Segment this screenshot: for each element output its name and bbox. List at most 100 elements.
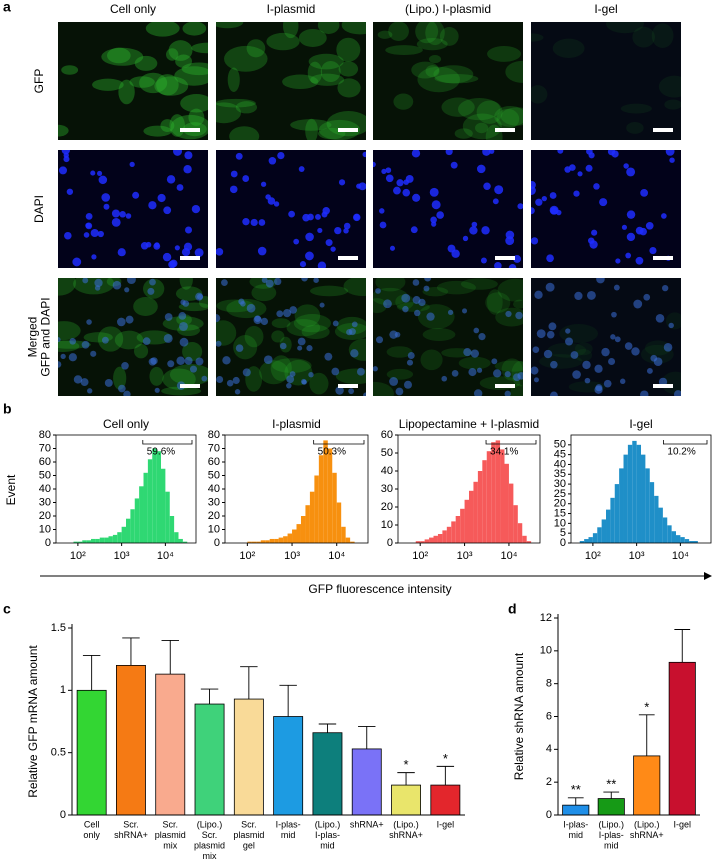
y-tick-label: 20 <box>39 510 51 522</box>
histogram-bar <box>305 505 310 543</box>
x-tick-label: shRNA+ <box>389 830 423 840</box>
micrograph-content <box>531 150 675 265</box>
y-tick-label: 10 <box>208 523 220 535</box>
y-axis-label: Event <box>4 474 18 505</box>
nucleus <box>549 192 557 199</box>
nucleus <box>261 278 268 284</box>
nucleus <box>379 208 385 214</box>
y-tick-label: 50 <box>381 447 393 459</box>
histogram-bar <box>606 509 611 543</box>
y-tick-label: 70 <box>208 442 220 454</box>
cell <box>425 22 445 46</box>
cell <box>270 355 292 381</box>
nucleus <box>98 175 108 185</box>
cell <box>175 54 193 68</box>
histogram-bar <box>265 540 270 543</box>
nucleus <box>103 203 110 210</box>
nucleus <box>123 390 131 396</box>
nucleus <box>201 375 208 382</box>
nucleus <box>230 170 238 178</box>
nucleus <box>591 229 598 236</box>
cell <box>182 22 207 36</box>
nucleus <box>181 247 191 257</box>
histogram-bar <box>437 534 443 543</box>
cell <box>101 47 144 66</box>
nucleus <box>80 378 89 387</box>
y-tick-label: 8 <box>546 678 552 690</box>
cell <box>160 119 175 133</box>
cell <box>246 39 266 58</box>
gate-label: 10.2% <box>667 447 695 458</box>
x-tick-label: 10² <box>70 550 86 562</box>
histogram-bar <box>592 533 598 543</box>
nucleus <box>142 337 151 346</box>
nucleus <box>473 327 480 334</box>
micrograph <box>216 22 366 140</box>
nucleus <box>550 207 558 215</box>
x-tick-label: only <box>83 830 100 840</box>
cell <box>411 61 440 79</box>
cell <box>500 107 523 126</box>
cell <box>385 45 423 56</box>
cell <box>416 38 448 51</box>
y-tick-label: 80 <box>39 429 51 441</box>
cell <box>233 335 258 360</box>
nucleus <box>242 175 250 182</box>
cell <box>271 358 312 373</box>
histogram-bar <box>649 482 655 543</box>
nucleus <box>635 226 644 235</box>
plot-frame <box>570 434 712 544</box>
nucleus <box>517 372 523 380</box>
histogram-bar <box>323 440 328 543</box>
error-bar <box>82 654 101 691</box>
nucleus <box>258 219 266 226</box>
cell <box>415 22 439 44</box>
cell <box>574 342 593 356</box>
nucleus <box>351 321 358 328</box>
nucleus <box>572 370 581 379</box>
nucleus <box>358 182 366 191</box>
x-tick-label: Cell <box>84 819 100 829</box>
cell <box>552 38 585 58</box>
x-tick-label: shRNA+ <box>114 830 148 840</box>
nucleus <box>293 238 300 245</box>
nucleus <box>111 217 121 227</box>
nucleus <box>405 175 414 183</box>
nucleus <box>297 337 306 346</box>
histogram-bar <box>126 518 131 543</box>
nucleus <box>601 347 610 357</box>
x-tick-label: 10² <box>239 550 255 562</box>
histogram-bar <box>469 490 474 543</box>
nucleus <box>621 224 627 230</box>
nucleus <box>623 163 629 169</box>
nucleus <box>545 282 555 292</box>
cell <box>661 371 681 395</box>
nucleus <box>58 166 67 175</box>
nucleus <box>505 310 512 318</box>
cell <box>494 106 523 127</box>
nucleus <box>216 248 224 256</box>
bar <box>668 661 696 816</box>
histogram-bar <box>636 444 642 543</box>
nucleus <box>268 157 277 165</box>
nucleus <box>469 226 478 235</box>
scale-bar <box>338 128 358 132</box>
nucleus <box>184 151 193 160</box>
cell <box>139 72 168 94</box>
gate-label: 59.6% <box>147 447 175 458</box>
nucleus <box>481 226 490 235</box>
column-title: Cell only <box>110 2 156 16</box>
histogram-bar <box>156 451 162 543</box>
nucleus <box>72 257 82 267</box>
nucleus <box>235 344 244 352</box>
nucleus <box>633 299 643 309</box>
cell <box>182 342 203 362</box>
x-tick-label: I-plas- <box>315 830 340 840</box>
nucleus <box>286 375 295 384</box>
cell <box>417 66 461 93</box>
bar <box>76 689 107 816</box>
nucleus <box>395 387 404 396</box>
cell <box>145 22 180 37</box>
nucleus <box>69 337 77 345</box>
cell <box>462 113 502 140</box>
